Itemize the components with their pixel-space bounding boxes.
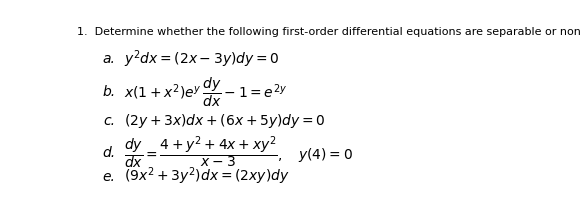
Text: c.: c. [103, 115, 116, 128]
Text: b.: b. [102, 85, 116, 99]
Text: $(9x^2 + 3y^2)dx = (2xy)dy$: $(9x^2 + 3y^2)dx = (2xy)dy$ [124, 166, 290, 187]
Text: $x(1+x^2)e^y\,\dfrac{dy}{dx} - 1 = e^{2y}$: $x(1+x^2)e^y\,\dfrac{dy}{dx} - 1 = e^{2y… [124, 75, 288, 108]
Text: $y^2dx = (2x - 3y)dy = 0$: $y^2dx = (2x - 3y)dy = 0$ [124, 48, 280, 70]
Text: $(2y + 3x)dx + (6x + 5y)dy = 0$: $(2y + 3x)dx + (6x + 5y)dy = 0$ [124, 113, 326, 130]
Text: $\dfrac{dy}{dx} = \dfrac{4 + y^2 + 4x + xy^2}{x - 3},\quad y(4) = 0$: $\dfrac{dy}{dx} = \dfrac{4 + y^2 + 4x + … [124, 134, 353, 171]
Text: a.: a. [102, 52, 116, 66]
Text: 1.  Determine whether the following first-order differential equations are separ: 1. Determine whether the following first… [77, 27, 581, 37]
Text: d.: d. [102, 146, 116, 160]
Text: e.: e. [102, 170, 116, 184]
